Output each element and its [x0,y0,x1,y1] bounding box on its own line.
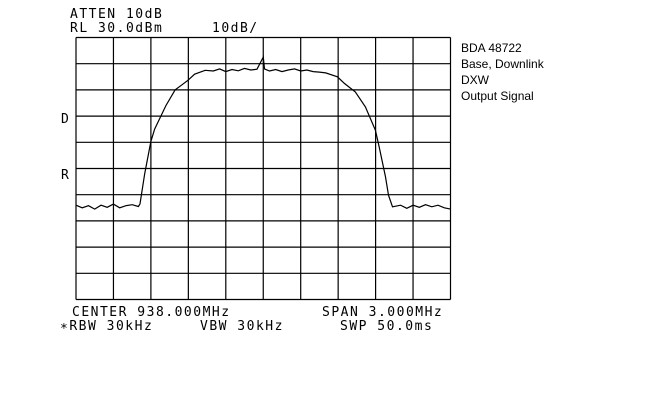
vbw: VBW 30kHz [200,319,284,334]
center-frequency: CENTER 938.000MHz [72,305,231,320]
scale-label: 10dB/ [212,21,259,36]
atten-label: ATTEN 10dB [70,7,164,22]
span: SPAN 3.000MHz [322,305,444,320]
spectrum-trace [75,55,451,210]
sweep-time: SWP 50.0ms [340,319,434,334]
marker-r: R [61,168,71,183]
annotation-line-2: Base, Downlink [461,57,544,71]
ref-level-label: RL 30.0dBm [70,21,164,36]
annotation-line-3: DXW [461,73,489,87]
marker-d: D [61,112,71,127]
annotation-line-4: Output Signal [461,89,534,103]
rbw: ∗RBW 30kHz [60,319,154,334]
annotation-line-1: BDA 48722 [461,41,522,55]
grid [75,36,452,301]
